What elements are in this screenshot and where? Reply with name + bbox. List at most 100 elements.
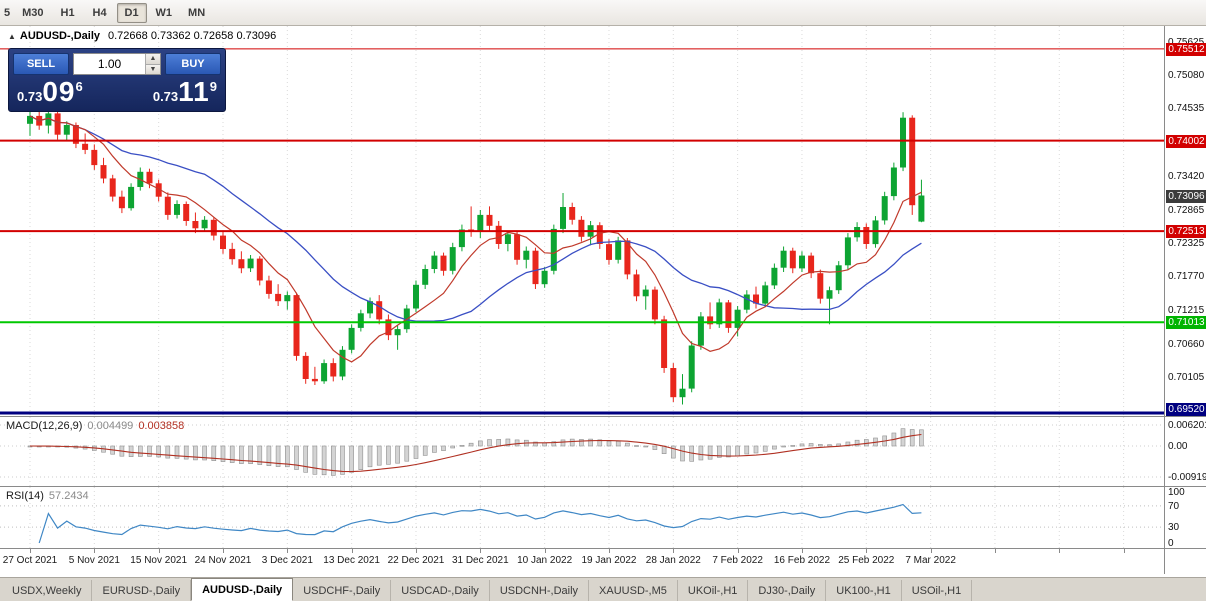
price-tick-label: 0.71215: [1168, 304, 1205, 316]
time-tick: [287, 549, 289, 553]
volume-input-group: ▲ ▼: [73, 53, 161, 75]
chart-tab-dj30-daily[interactable]: DJ30-,Daily: [748, 580, 827, 601]
timeframe-button-mn[interactable]: MN: [188, 6, 206, 19]
price-badge: 0.74002: [1166, 134, 1206, 148]
bid-ask-prices: 0.73096 0.73119: [13, 76, 221, 108]
macd-axis-label: -0.00919: [1168, 472, 1206, 484]
timeframe-toolbar: 5 M30 H1 H4 D1 W1 MN: [0, 0, 1206, 26]
price-badge: 0.75512: [1166, 42, 1206, 56]
price-tick-label: 0.75625: [1168, 37, 1204, 48]
date-label: 31 Dec 2021: [451, 555, 509, 566]
rsi-axis[interactable]: 100 70 30 0: [1164, 487, 1206, 549]
sell-button[interactable]: SELL: [13, 53, 69, 75]
macd-label: MACD(12,26,9) 0.004499 0.003858: [6, 420, 185, 432]
sell-price: 0.73096: [17, 76, 83, 107]
one-click-trading-panel: SELL ▲ ▼ BUY 0.73096 0.73119: [8, 48, 226, 112]
macd-signal-value: 0.003858: [138, 420, 185, 432]
chart-tab-eurusd-daily[interactable]: EURUSD-,Daily: [92, 580, 192, 601]
chart-tab-audusd-daily[interactable]: AUDUSD-,Daily: [191, 578, 294, 601]
buy-button[interactable]: BUY: [165, 53, 221, 75]
date-label: 7 Mar 2022: [905, 555, 956, 566]
rsi-axis-label: 100: [1168, 487, 1185, 498]
rsi-axis-label: 0: [1168, 538, 1174, 549]
date-label: 3 Dec 2021: [261, 555, 313, 566]
time-tick: [801, 549, 803, 553]
price-tick-label: 0.72325: [1168, 237, 1205, 249]
chart-tab-xauusd-m5[interactable]: XAUUSD-,M5: [589, 580, 678, 601]
timeframe-button-h1[interactable]: H1: [60, 6, 75, 19]
time-tick: [351, 549, 353, 553]
time-axis[interactable]: 27 Oct 2021 5 Nov 2021 15 Nov 2021 24 Nov 2…: [0, 548, 1206, 574]
macd-axis[interactable]: 0.006201 0.00 -0.00919: [1164, 417, 1206, 486]
chart-tab-usdcnh-daily[interactable]: USDCNH-,Daily: [490, 580, 590, 601]
rsi-axis-label: 30: [1168, 522, 1180, 534]
chart-tab-usdchf-daily[interactable]: USDCHF-,Daily: [293, 580, 392, 601]
macd-axis-label: 0.00: [1168, 441, 1188, 452]
price-panel: ▲ AUDUSD-,Daily 0.72668 0.73362 0.72658 0.…: [0, 26, 1206, 416]
price-tick-label: 0.70105: [1168, 372, 1205, 384]
date-label: 19 Jan 2022: [581, 555, 637, 566]
price-badge: 0.72513: [1166, 225, 1206, 239]
rsi-chart[interactable]: [0, 487, 1164, 548]
volume-decrease-icon[interactable]: ▼: [146, 64, 160, 74]
volume-increase-icon[interactable]: ▲: [146, 54, 160, 65]
time-tick: [1059, 549, 1061, 553]
date-label: 22 Dec 2021: [387, 555, 445, 566]
time-tick: [1123, 549, 1125, 553]
price-badge: 0.73096: [1166, 189, 1206, 203]
time-tick: [994, 549, 996, 553]
date-label: 16 Feb 2022: [773, 555, 831, 566]
chart-ohlc-values: 0.72668 0.73362 0.72658 0.73096: [108, 30, 277, 42]
date-label: 7 Feb 2022: [712, 555, 763, 566]
date-label: 24 Nov 2021: [194, 555, 252, 566]
date-label: 25 Feb 2022: [838, 555, 895, 566]
chart-header: ▲ AUDUSD-,Daily 0.72668 0.73362 0.72658 0.…: [8, 30, 276, 42]
timeframe-button-h4[interactable]: H4: [92, 6, 107, 19]
time-tick: [866, 549, 868, 553]
collapse-panel-icon[interactable]: ▲: [8, 32, 16, 41]
timeframe-button-d1[interactable]: D1: [116, 2, 147, 23]
price-tick-label: 0.73420: [1168, 171, 1205, 182]
macd-chart[interactable]: [0, 417, 1164, 486]
time-tick: [415, 549, 417, 553]
time-tick: [930, 549, 932, 553]
price-tick-label: 0.72865: [1168, 204, 1205, 216]
timeframe-button-w1[interactable]: W1: [155, 6, 173, 19]
price-tick-label: 0.75080: [1168, 70, 1205, 82]
time-tick: [30, 549, 31, 553]
price-badge: 0.69520: [1166, 403, 1206, 416]
rsi-label: RSI(14) 57.2434: [6, 490, 89, 502]
price-tick-label: 0.71770: [1168, 271, 1205, 283]
chart-tabs-bar: USDX,Weekly EURUSD-,Daily AUDUSD-,Daily USD…: [0, 577, 1206, 601]
time-tick: [94, 549, 96, 553]
date-label: 5 Nov 2021: [68, 555, 120, 566]
time-tick: [222, 549, 224, 553]
volume-spinners: ▲ ▼: [145, 54, 160, 74]
macd-panel: MACD(12,26,9) 0.004499 0.003858 0.006201 0.…: [0, 416, 1206, 486]
buy-price: 0.73119: [152, 76, 217, 107]
chart-tab-uk100-h1[interactable]: UK100-,H1: [826, 580, 902, 601]
chart-title: AUDUSD-,Daily: [19, 30, 100, 42]
chart-tab-usdcad-daily[interactable]: USDCAD-,Daily: [391, 580, 490, 601]
chart-tab-usoil-h1[interactable]: USOil-,H1: [902, 580, 973, 601]
time-tick: [737, 549, 739, 553]
date-label: 27 Oct 2021: [2, 555, 58, 566]
chart-tab-ukoil-h1[interactable]: UKOil-,H1: [678, 580, 749, 601]
timeframe-button-5[interactable]: 5: [4, 6, 11, 19]
price-axis[interactable]: 0.75625 0.75080 0.74535 0.73420 0.72865 0.723…: [1164, 26, 1206, 416]
date-label: 28 Jan 2022: [645, 555, 701, 566]
axis-corner: [1164, 549, 1165, 574]
volume-input[interactable]: [74, 54, 145, 74]
chart-tab-usdx-weekly[interactable]: USDX,Weekly: [2, 580, 93, 601]
rsi-axis-label: 70: [1168, 500, 1180, 512]
price-badge: 0.71013: [1166, 316, 1206, 330]
price-tick-label: 0.70660: [1168, 338, 1205, 350]
timeframe-button-m30[interactable]: M30: [22, 6, 44, 19]
time-tick: [158, 549, 160, 553]
candlestick-chart[interactable]: [0, 26, 1164, 416]
time-tick: [608, 549, 610, 553]
time-tick: [544, 549, 546, 553]
date-label: 10 Jan 2022: [517, 555, 573, 566]
time-tick: [480, 549, 482, 553]
